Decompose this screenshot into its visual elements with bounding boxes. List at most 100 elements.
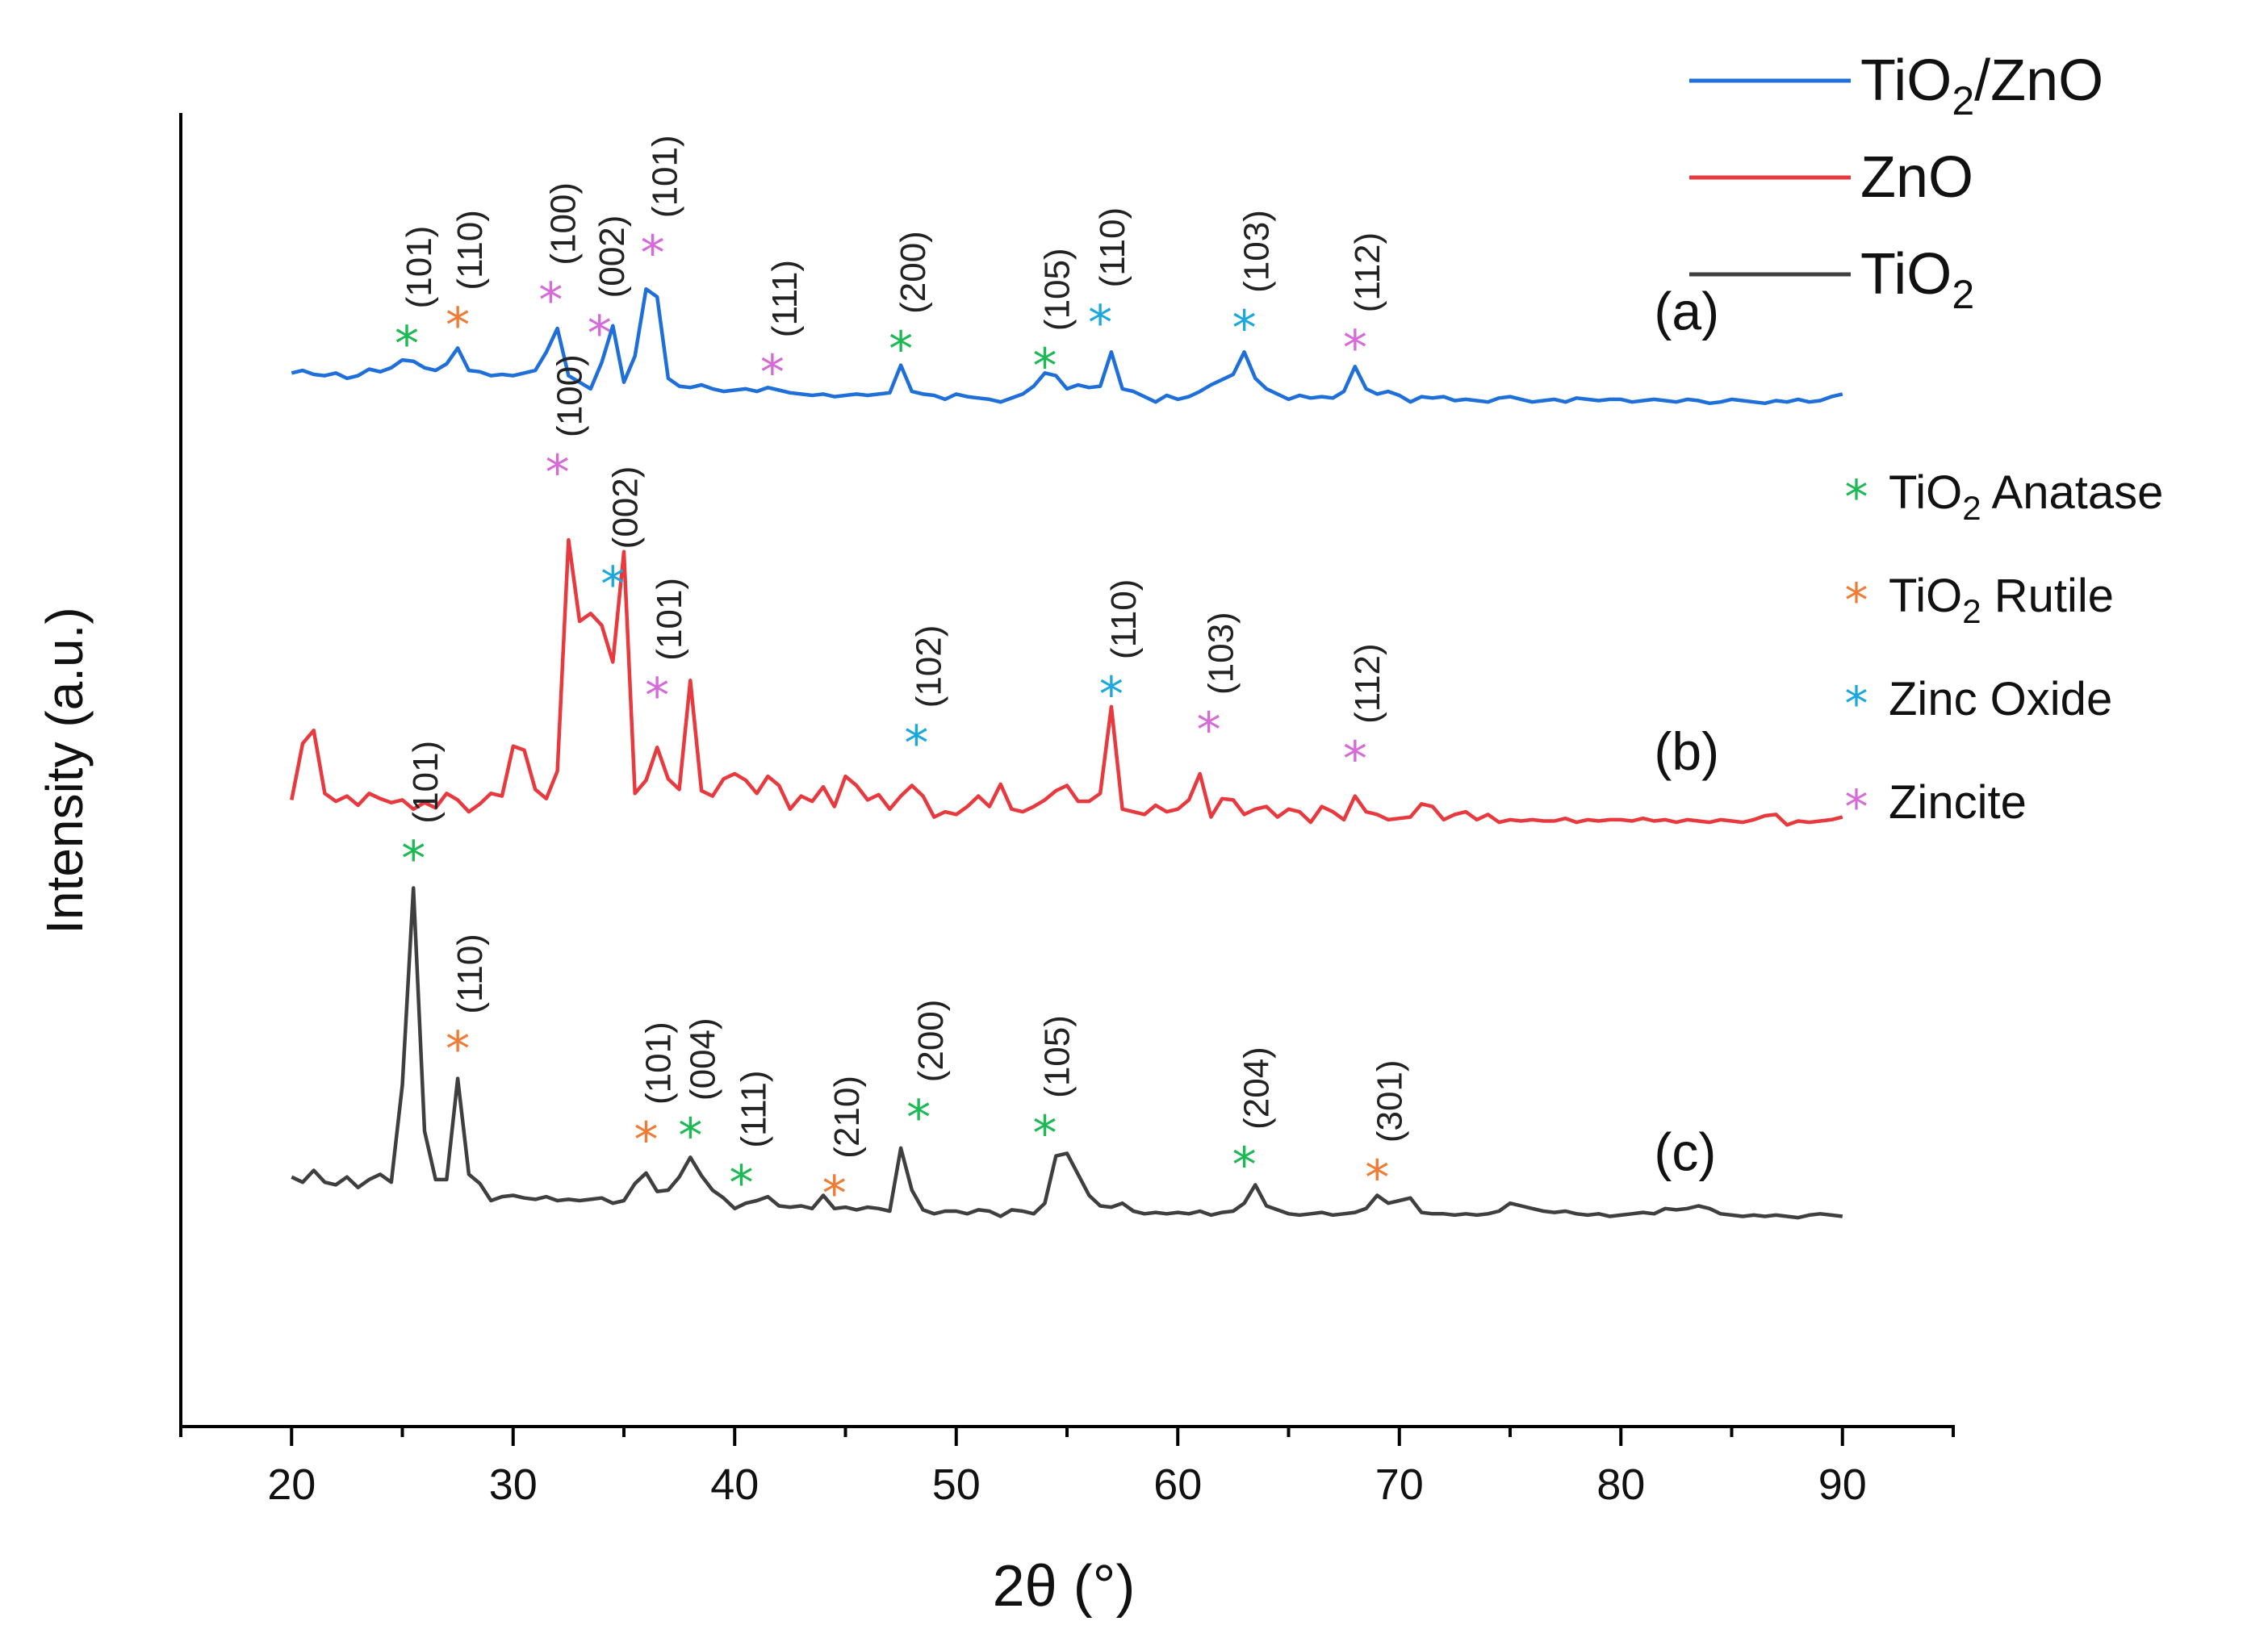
hkl-label: (101) (646, 135, 685, 218)
star-marker: * (446, 298, 470, 354)
hkl-label: (112) (1348, 643, 1387, 723)
peak-marker: * (101) (401, 741, 446, 888)
hkl-label: (110) (1093, 207, 1132, 287)
star-marker: * (1033, 338, 1057, 395)
hkl-label: (105) (1038, 248, 1078, 331)
phase-label: TiO2 Anatase (1889, 466, 2163, 527)
legend-entry: TiO2/ZnO (1689, 48, 2103, 123)
star-marker: * (729, 1155, 753, 1212)
phase-label: TiO2 Rutile (1889, 570, 2114, 630)
phase-legend-entry: * Zinc Oxide (1845, 673, 2113, 731)
peak-marker: * (112) (1343, 232, 1387, 376)
hkl-label: (100) (543, 182, 583, 265)
star-marker: * (641, 225, 665, 282)
x-tick-label: 40 (710, 1460, 759, 1509)
hkl-label: (100) (550, 354, 590, 437)
x-tick-label: 30 (489, 1460, 538, 1509)
peak-marker: * (110) (1099, 579, 1144, 723)
star-marker: * (446, 1022, 470, 1078)
hkl-label: (204) (1237, 1047, 1277, 1130)
phase-legend-entry: * TiO2 Anatase (1845, 466, 2164, 527)
peak-marker: * (103) (1232, 210, 1277, 357)
star-marker: * (538, 273, 563, 329)
peak-marker: * (210) (822, 1076, 867, 1222)
panel-label: (b) (1654, 721, 1719, 781)
phase-legend-entry: * TiO2 Rutile (1845, 570, 2115, 630)
panel-label: (a) (1654, 282, 1719, 341)
star-marker: * (401, 831, 425, 888)
peak-marker: * (101) (395, 226, 439, 373)
star-marker: * (1088, 295, 1112, 351)
hkl-label: (200) (893, 231, 933, 314)
hkl-label: (110) (1104, 579, 1144, 659)
hkl-label: (111) (765, 260, 805, 337)
peak-marker: * (103) (1197, 612, 1241, 758)
hkl-label: (110) (450, 210, 490, 290)
star-marker: * (1343, 320, 1367, 376)
star-marker: * (1232, 300, 1257, 357)
phase-legend-entry: * Zincite (1845, 776, 2027, 834)
peak-marker: * (110) (446, 210, 490, 353)
star-marker: * (822, 1166, 847, 1222)
legend-label: TiO2/ZnO (1860, 48, 2103, 123)
x-tick-label: 20 (267, 1460, 316, 1509)
marker-layer: *(101)*(110)*(100)*(002) *(101)*(111)*(20… (395, 135, 1409, 1222)
legend-label: TiO2 (1860, 242, 1974, 317)
peak-marker: * (105) (1033, 1015, 1078, 1162)
x-tick-label: 60 (1153, 1460, 1202, 1509)
peak-marker: * (102) (904, 625, 948, 772)
hkl-label: (111) (734, 1070, 773, 1147)
hkl-label: (101) (650, 578, 689, 661)
hkl-label: (102) (909, 625, 948, 708)
axes: 20 30 40 50 60 70 80 90 (179, 113, 1955, 1509)
hkl-label: (105) (1038, 1015, 1078, 1098)
hkl-label: (200) (911, 1000, 951, 1083)
star-marker: * (634, 1112, 658, 1168)
x-tick-label: 50 (932, 1460, 981, 1509)
series-line (291, 886, 1843, 1220)
peak-marker: * (002) (600, 466, 645, 613)
peak-marker: * (105) (1033, 248, 1078, 395)
hkl-label: (103) (1202, 612, 1241, 695)
phase-star-icon: * (1845, 573, 1868, 628)
star-marker: * (1099, 666, 1124, 723)
star-marker: * (546, 445, 570, 501)
peak-marker: * (101) (645, 578, 689, 725)
star-marker: * (1365, 1150, 1389, 1206)
panel-label: (c) (1654, 1122, 1716, 1182)
phase-star-icon: * (1845, 779, 1868, 834)
star-marker: * (889, 321, 913, 378)
peak-marker: * (100) (538, 182, 583, 329)
panel-labels: (a) (b) (c) (1654, 282, 1719, 1182)
star-marker: * (588, 305, 612, 361)
series-legend: TiO2/ZnO ZnO TiO2 (1689, 48, 2103, 317)
hkl-label: (112) (1348, 232, 1387, 312)
peak-marker: * (002) (588, 215, 632, 362)
peak-marker: * (200) (906, 1000, 951, 1147)
peak-marker: * (204) (1232, 1047, 1277, 1193)
star-marker: * (1343, 731, 1367, 788)
peak-marker: * (111) (729, 1070, 773, 1211)
series-line (291, 286, 1843, 406)
hkl-label: (301) (1370, 1059, 1409, 1143)
x-tick-label: 80 (1596, 1460, 1645, 1509)
star-marker: * (1232, 1137, 1257, 1193)
hkl-label: (210) (827, 1076, 867, 1159)
legend-entry: ZnO (1689, 145, 1973, 210)
star-marker: * (904, 715, 928, 771)
x-axis-title: 2θ (°) (993, 1554, 1136, 1619)
star-marker: * (600, 556, 625, 612)
star-marker: * (645, 668, 669, 725)
peak-marker: * (110) (1088, 207, 1132, 351)
peak-marker: * (101) (641, 135, 685, 282)
hkl-label: (002) (592, 215, 632, 299)
hkl-label: (110) (450, 934, 490, 1013)
phase-legend: * TiO2 Anatase * TiO2 Rutile * Zinc Oxide * Zin… (1845, 466, 2164, 834)
peak-marker: * (301) (1365, 1059, 1409, 1206)
star-marker: * (678, 1108, 702, 1164)
phase-star-icon: * (1845, 470, 1868, 524)
hkl-label: (004) (683, 1017, 722, 1101)
hkl-label: (101) (406, 741, 446, 824)
star-marker: * (1033, 1105, 1057, 1162)
